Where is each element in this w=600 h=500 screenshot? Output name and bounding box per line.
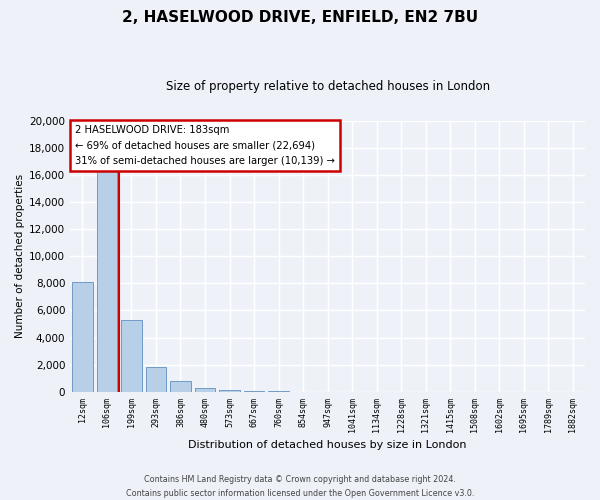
Text: 2, HASELWOOD DRIVE, ENFIELD, EN2 7BU: 2, HASELWOOD DRIVE, ENFIELD, EN2 7BU (122, 10, 478, 25)
Text: 2 HASELWOOD DRIVE: 183sqm
← 69% of detached houses are smaller (22,694)
31% of s: 2 HASELWOOD DRIVE: 183sqm ← 69% of detac… (76, 124, 335, 166)
Bar (72, 282, 93, 392)
Bar (194, 388, 215, 392)
Bar (219, 390, 240, 392)
Bar (170, 381, 191, 392)
Text: Contains HM Land Registry data © Crown copyright and database right 2024.
Contai: Contains HM Land Registry data © Crown c… (126, 476, 474, 498)
Bar (97, 166, 118, 392)
Bar (121, 320, 142, 392)
Bar (244, 391, 265, 392)
Bar (146, 366, 166, 392)
Y-axis label: Number of detached properties: Number of detached properties (15, 174, 25, 338)
Title: Size of property relative to detached houses in London: Size of property relative to detached ho… (166, 80, 490, 93)
X-axis label: Distribution of detached houses by size in London: Distribution of detached houses by size … (188, 440, 467, 450)
